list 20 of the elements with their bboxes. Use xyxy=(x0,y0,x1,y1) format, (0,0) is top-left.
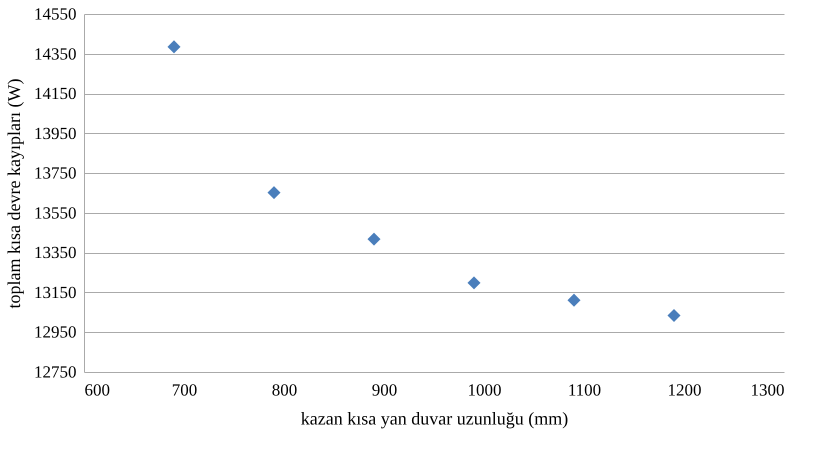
x-tick-label: 1000 xyxy=(468,380,502,400)
x-axis-title: kazan kısa yan duvar uzunluğu (mm) xyxy=(300,408,568,428)
y-tick-label: 13350 xyxy=(34,243,76,262)
y-tick-label: 13150 xyxy=(34,282,76,302)
x-tick-label: 800 xyxy=(272,380,298,400)
y-tick-label: 14150 xyxy=(34,84,76,104)
y-tick-label: 13750 xyxy=(34,164,76,183)
x-tick-label: 600 xyxy=(84,380,110,400)
y-axis-title: toplam kısa devre kayıpları (W) xyxy=(4,78,24,308)
y-tick-label: 13550 xyxy=(34,203,76,222)
y-tick-label: 14550 xyxy=(34,4,76,24)
y-tick-label: 13950 xyxy=(34,124,76,143)
x-tick-label: 700 xyxy=(172,380,198,400)
y-tick-label: 14350 xyxy=(34,44,76,64)
y-tick-label: 12750 xyxy=(34,362,76,382)
y-tick-label: 12950 xyxy=(34,322,76,342)
x-tick-label: 1300 xyxy=(750,380,784,400)
x-tick-label: 1200 xyxy=(668,380,702,400)
x-tick-label: 1100 xyxy=(568,380,602,400)
x-tick-label: 900 xyxy=(372,380,398,400)
